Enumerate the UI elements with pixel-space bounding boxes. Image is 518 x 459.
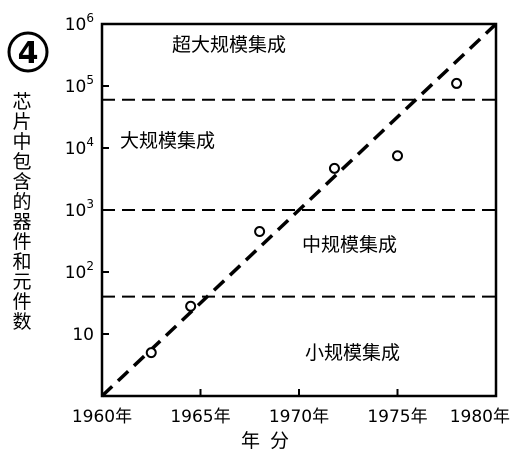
trend-line	[100, 22, 498, 398]
y-axis-title-char: 件	[12, 231, 31, 253]
data-point	[451, 77, 463, 89]
data-point	[328, 162, 340, 174]
x-axis-title: 年分	[241, 430, 299, 452]
y-tick-labels: 10 102 103 104 105 106	[65, 11, 109, 345]
data-point	[254, 226, 266, 238]
y-axis-title-char: 芯	[12, 91, 31, 113]
badge: 4	[7, 31, 49, 73]
trend-line-group	[100, 22, 498, 398]
y-axis-title-char: 器	[12, 211, 31, 233]
badge-number: 4	[18, 36, 39, 71]
y-tick-label: 102	[65, 259, 94, 283]
boundary-lines	[102, 98, 496, 298]
x-tick-label: 1980年	[450, 407, 510, 427]
y-axis-title-char: 中	[12, 131, 31, 153]
y-axis-title-char: 件	[12, 291, 31, 313]
y-tick-label: 104	[65, 135, 94, 159]
region-label-vlsi: 超大规模集成	[172, 34, 286, 56]
x-tick-label: 1965年	[170, 407, 230, 427]
y-axis-title-char: 的	[12, 191, 31, 213]
badge-circle	[7, 31, 49, 73]
y-axis-title-char: 数	[12, 311, 31, 333]
y-axis-title-char: 和	[12, 251, 31, 273]
y-tick-label: 106	[65, 11, 94, 35]
x-tick-label: 1960年	[72, 407, 132, 427]
region-label-msi: 中规模集成	[302, 234, 397, 256]
region-label-lsi: 大规模集成	[120, 130, 215, 152]
y-tick-label: 103	[65, 197, 94, 221]
y-axis-title-char: 元	[12, 271, 31, 293]
region-label-ssi: 小规模集成	[305, 342, 400, 364]
x-tick-label: 1975年	[367, 407, 427, 427]
y-axis-title-char: 含	[12, 171, 31, 193]
data-points	[145, 77, 463, 359]
x-tick-labels: 1960年 1965年 1970年 1975年 1980年	[72, 389, 510, 427]
data-point	[392, 150, 403, 162]
x-tick-label: 1970年	[269, 407, 329, 427]
region-labels: 超大规模集成 大规模集成 中规模集成 小规模集成	[120, 34, 400, 364]
y-tick-label: 10	[72, 325, 94, 345]
y-axis-title-char: 包	[12, 151, 31, 173]
data-point	[145, 347, 157, 359]
data-point	[185, 300, 197, 312]
y-tick-label: 105	[65, 73, 94, 97]
y-axis-title-char: 片	[12, 111, 31, 133]
